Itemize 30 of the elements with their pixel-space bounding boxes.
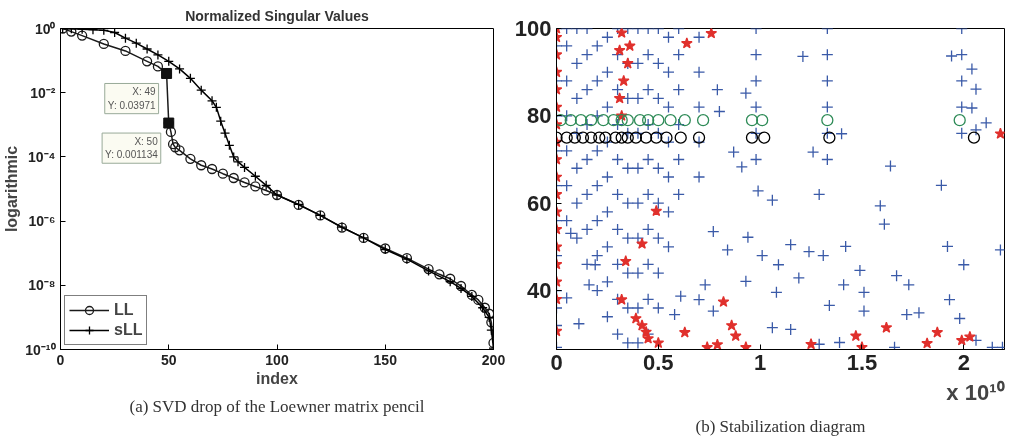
y-tick-label: 60 (527, 190, 552, 216)
chart-title: Normalized Singular Values (185, 7, 370, 24)
y-tick-label: 10⁻² (30, 84, 56, 101)
x-tick-label: 50 (160, 351, 177, 368)
annotation: X: 50 Y: 0.001134 (105, 136, 159, 161)
x-tick-label: 200 (481, 351, 506, 368)
y-tick-label: 100 (514, 16, 552, 41)
x-tick-label: 1 (754, 349, 767, 375)
x-tick-label: 150 (373, 351, 398, 368)
x-tick-label: 0.5 (643, 349, 674, 375)
x-axis-title: x 10¹⁰ (946, 379, 1005, 405)
y-tick-label: 10⁻⁶ (28, 213, 56, 230)
text: (a) SVD drop of the Loewner matrix pencil (129, 396, 425, 416)
y-axis-title: logarithmic (3, 145, 21, 233)
y-tick-label: 10⁻⁸ (28, 277, 56, 294)
x-tick-label: 2 (957, 349, 970, 375)
text: (b) Stabilization diagram (695, 416, 866, 436)
y-tick-label: 40 (527, 278, 552, 304)
legend-label: LL (114, 301, 134, 319)
x-tick-label: 0 (550, 349, 563, 375)
y-tick-label: 10⁻¹⁰ (25, 341, 56, 358)
legend-label: sLL (114, 321, 143, 339)
annotation: X: 49 Y: 0.03971 (107, 86, 157, 111)
x-tick-label: 1.5 (846, 349, 878, 375)
y-tick-label: 10⁰ (34, 20, 56, 37)
x-tick-label: 0 (56, 351, 65, 368)
y-tick-label: 10⁻⁴ (28, 148, 56, 165)
y-tick-label: 80 (527, 103, 552, 129)
x-tick-label: 100 (265, 351, 289, 368)
x-axis-title: index (256, 369, 298, 387)
